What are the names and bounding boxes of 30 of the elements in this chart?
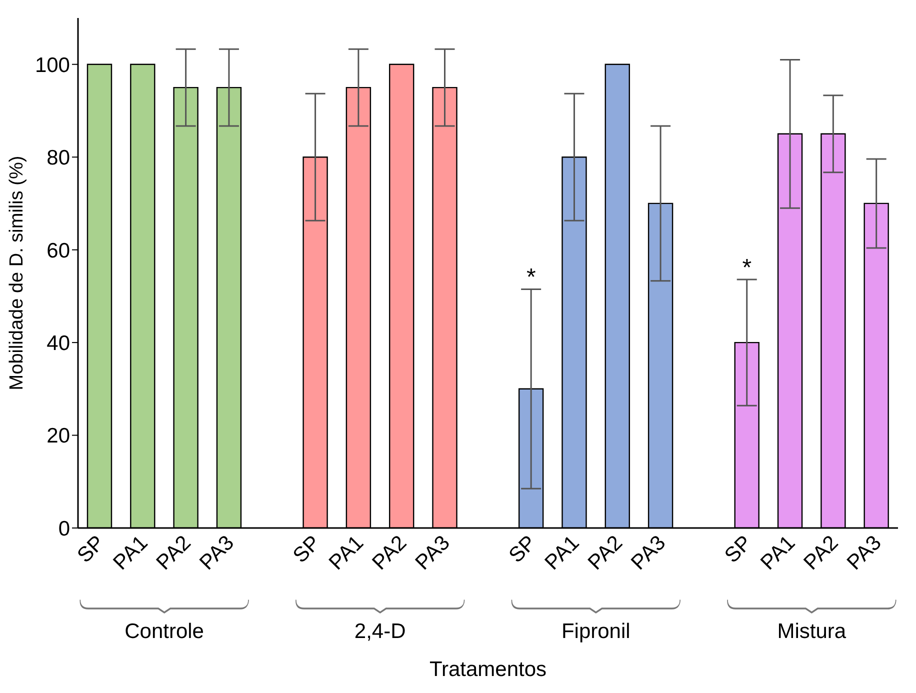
x-tick-label: PA2 [584,531,628,575]
y-tick-label: 0 [58,517,70,540]
y-tick-label: 20 [46,424,70,448]
y-tick-label: 40 [46,332,70,355]
x-tick-label: PA1 [540,531,584,575]
x-tick-label: SP [288,531,325,568]
annotation: * [526,264,536,292]
x-tick-label: PA2 [152,531,196,575]
y-tick-label: 60 [46,239,70,262]
text: Mistura [777,620,846,643]
x-tick-label: PA1 [109,531,152,575]
text: 2,4-D [354,620,406,643]
y-axis-title: Mobilidade de D. similis (%) [6,156,28,390]
annotation: * [742,254,752,282]
text: Fipronil [561,620,630,643]
x-tick-label: SP [720,531,756,568]
x-tick-label: SP [504,531,541,568]
x-tick-label: SP [73,531,110,568]
x-tick-label: PA2 [368,531,412,575]
y-tick-label: 80 [46,146,70,170]
x-tick-label: PA3 [842,531,886,575]
x-tick-label: PA3 [626,531,670,575]
x-tick-label: PA1 [324,531,368,575]
x-tick-label: PA3 [195,531,239,575]
x-tick-label: PA2 [800,531,843,575]
y-tick-label: 100 [34,54,70,77]
text: Controle [124,620,204,643]
x-tick-label: PA3 [411,531,454,575]
x-tick-label: PA1 [756,531,800,575]
x-axis-title: Tratamentos [429,658,547,681]
